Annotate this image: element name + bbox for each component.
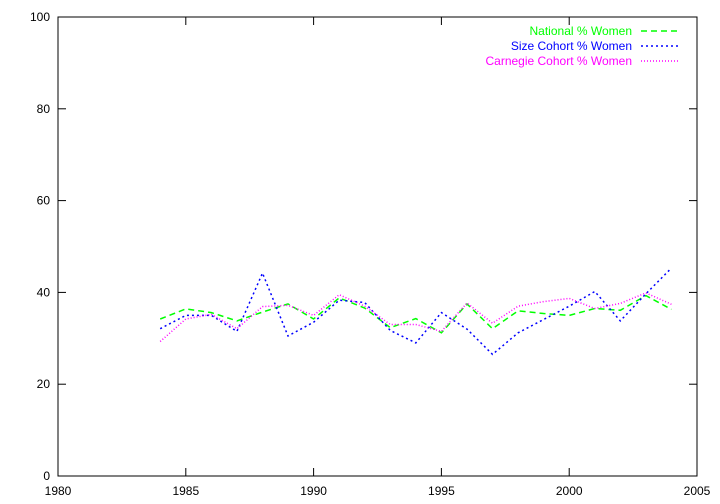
legend-label: Carnegie Cohort % Women <box>485 54 632 68</box>
x-tick-label: 2000 <box>556 484 583 498</box>
axis-ticks <box>57 16 698 477</box>
x-tick-label: 2005 <box>684 484 711 498</box>
y-tick-label: 0 <box>43 469 50 483</box>
x-tick-label: 1990 <box>300 484 327 498</box>
series-line-2 <box>159 267 672 356</box>
series-line-1 <box>159 294 672 334</box>
axis-tick-labels: 0 20 40 60 80 100 1980 1985 1990 1995 2000 2005 <box>30 10 711 498</box>
legend-label: Size Cohort % Women <box>511 39 632 53</box>
x-tick-label: 1985 <box>172 484 199 498</box>
legend-label: National % Women <box>530 24 633 38</box>
y-tick-label: 60 <box>37 194 51 208</box>
x-tick-label: 1980 <box>45 484 72 498</box>
series-line-3 <box>159 292 672 343</box>
plot-area-frame <box>57 16 698 477</box>
y-tick-label: 40 <box>37 285 51 299</box>
y-tick-label: 80 <box>37 102 51 116</box>
series-lines <box>159 267 672 356</box>
y-tick-label: 20 <box>37 377 51 391</box>
x-tick-label: 1995 <box>428 484 455 498</box>
y-tick-label: 100 <box>30 10 50 24</box>
